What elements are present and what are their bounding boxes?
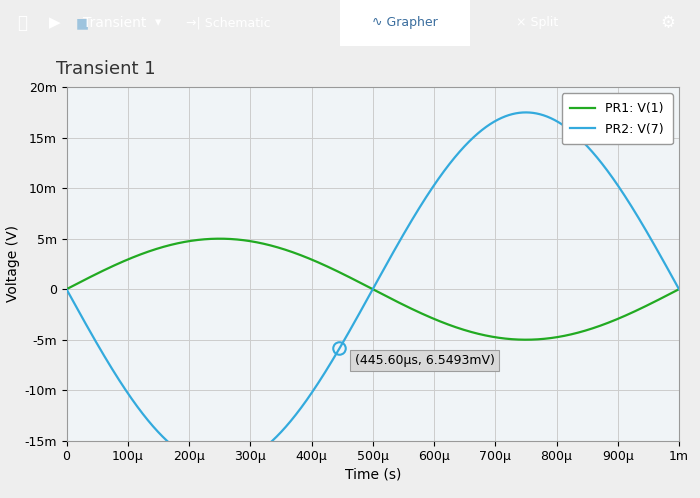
PR2: V(7): (0.00075, 0.0175): V(7): (0.00075, 0.0175) xyxy=(522,110,530,116)
PR1: V(1): (0.001, -1.22e-18): V(1): (0.001, -1.22e-18) xyxy=(675,286,683,292)
Text: Transient 1: Transient 1 xyxy=(56,60,155,78)
PR1: V(1): (0.0006, -0.00294): V(1): (0.0006, -0.00294) xyxy=(430,316,438,322)
PR1: V(1): (0.00025, 0.005): V(1): (0.00025, 0.005) xyxy=(216,236,224,242)
Text: ∿ Grapher: ∿ Grapher xyxy=(372,16,438,29)
PR2: V(7): (0.00025, -0.0175): V(7): (0.00025, -0.0175) xyxy=(216,463,224,469)
Text: ⚙: ⚙ xyxy=(661,14,676,32)
PR2: V(7): (0.0006, 0.0103): V(7): (0.0006, 0.0103) xyxy=(430,182,438,188)
Text: ⓘ: ⓘ xyxy=(17,14,27,32)
Legend: PR1: V(1), PR2: V(7): PR1: V(1), PR2: V(7) xyxy=(561,94,673,144)
PR2: V(7): (0.001, 6.28e-11): V(7): (0.001, 6.28e-11) xyxy=(675,286,683,292)
PR1: V(1): (0.000823, -0.00449): V(1): (0.000823, -0.00449) xyxy=(566,332,575,338)
Text: ▶: ▶ xyxy=(49,15,61,30)
PR1: V(1): (0.000382, 0.00337): V(1): (0.000382, 0.00337) xyxy=(296,252,304,258)
X-axis label: Time (s): Time (s) xyxy=(344,468,401,482)
PR1: V(1): (0.000182, 0.00455): V(1): (0.000182, 0.00455) xyxy=(174,240,182,246)
Text: ⨯ Split: ⨯ Split xyxy=(516,16,558,29)
PR1: V(1): (0.00075, -0.005): V(1): (0.00075, -0.005) xyxy=(522,337,530,343)
Line: PR2: V(7): PR2: V(7) xyxy=(66,113,679,466)
PR2: V(7): (0.000746, 0.0175): V(7): (0.000746, 0.0175) xyxy=(519,110,528,116)
Text: Transient: Transient xyxy=(83,16,147,30)
PR2: V(7): (0, 6.28e-11): V(7): (0, 6.28e-11) xyxy=(62,286,71,292)
Text: (445.60μs, 6.5493mV): (445.60μs, 6.5493mV) xyxy=(355,354,495,367)
PR2: V(7): (0.000651, 0.0142): V(7): (0.000651, 0.0142) xyxy=(461,143,469,149)
PR1: V(1): (0.000746, -0.005): V(1): (0.000746, -0.005) xyxy=(519,337,528,343)
PR1: V(1): (0.000651, -0.00405): V(1): (0.000651, -0.00405) xyxy=(461,327,469,333)
PR2: V(7): (0.000823, 0.0157): V(7): (0.000823, 0.0157) xyxy=(566,127,575,133)
PR1: V(1): (0, 0): V(1): (0, 0) xyxy=(62,286,71,292)
PR2: V(7): (0.000382, -0.0118): V(7): (0.000382, -0.0118) xyxy=(296,405,304,411)
Text: ▾: ▾ xyxy=(155,16,161,29)
Line: PR1: V(1): PR1: V(1) xyxy=(66,239,679,340)
PR2: V(7): (0.000182, -0.0159): V(7): (0.000182, -0.0159) xyxy=(174,447,182,453)
Text: →| Schematic: →| Schematic xyxy=(186,16,270,29)
Bar xyxy=(340,0,470,46)
Y-axis label: Voltage (V): Voltage (V) xyxy=(6,226,20,302)
Text: ■: ■ xyxy=(76,16,89,30)
